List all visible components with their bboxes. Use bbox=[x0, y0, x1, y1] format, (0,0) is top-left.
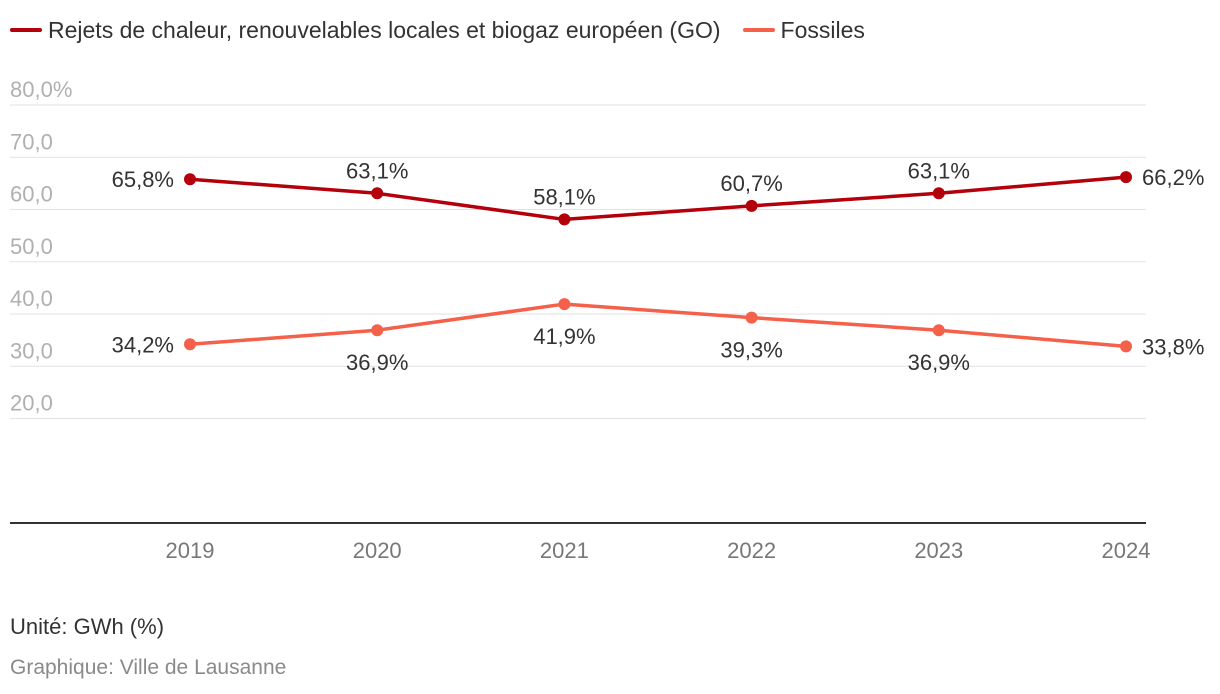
data-point bbox=[558, 298, 571, 311]
x-tick-label: 2021 bbox=[540, 538, 589, 563]
y-tick-label: 20,0 bbox=[10, 391, 53, 416]
data-label: 65,8% bbox=[112, 167, 174, 192]
y-tick-label: 30,0 bbox=[10, 338, 53, 363]
data-point bbox=[558, 213, 571, 226]
data-point bbox=[932, 187, 945, 200]
legend-label-fossiles: Fossiles bbox=[780, 16, 865, 43]
legend-label-renewables: Rejets de chaleur, renouvelables locales… bbox=[48, 16, 721, 43]
data-point bbox=[184, 338, 196, 351]
data-label: 36,9% bbox=[346, 350, 408, 375]
y-axis-ticks: 80,0% 70,0 60,0 50,0 40,0 30,0 20,0 bbox=[10, 77, 72, 416]
legend-swatch-fossiles bbox=[742, 28, 775, 32]
data-label: 34,2% bbox=[112, 332, 174, 357]
data-label: 58,1% bbox=[533, 184, 595, 209]
legend-item-fossiles: Fossiles bbox=[742, 16, 865, 44]
data-label: 66,2% bbox=[1142, 165, 1204, 190]
x-axis-ticks: 2019 2020 2021 2022 2023 2024 bbox=[166, 538, 1151, 563]
data-label: 41,9% bbox=[533, 324, 595, 349]
data-point bbox=[371, 187, 384, 200]
x-tick-label: 2024 bbox=[1102, 538, 1151, 563]
data-point bbox=[932, 324, 945, 337]
data-point bbox=[745, 311, 758, 324]
data-label: 63,1% bbox=[346, 158, 408, 183]
data-label: 33,8% bbox=[1142, 334, 1204, 359]
series-layer bbox=[184, 171, 1132, 353]
chart-credit: Graphique: Ville de Lausanne bbox=[10, 656, 287, 679]
data-label: 60,7% bbox=[720, 171, 782, 196]
chart-legend: Rejets de chaleur, renouvelables locales… bbox=[10, 14, 887, 46]
x-tick-label: 2023 bbox=[914, 538, 963, 563]
data-label: 36,9% bbox=[908, 350, 970, 375]
data-point bbox=[1120, 171, 1132, 184]
legend-item-renewables: Rejets de chaleur, renouvelables locales… bbox=[10, 17, 721, 44]
legend-swatch-renewables bbox=[10, 28, 42, 32]
y-tick-label: 70,0 bbox=[10, 129, 53, 154]
grid-layer bbox=[10, 104, 1146, 524]
x-tick-label: 2019 bbox=[166, 538, 215, 563]
y-tick-label: 50,0 bbox=[10, 234, 53, 259]
y-tick-label: 60,0 bbox=[10, 182, 53, 207]
series-line-0 bbox=[188, 175, 1128, 222]
x-tick-label: 2020 bbox=[353, 538, 402, 563]
data-point bbox=[371, 324, 384, 337]
y-tick-label: 80,0% bbox=[10, 77, 72, 102]
data-point bbox=[1120, 340, 1132, 353]
line-chart: 80,0%70,060,050,040,030,020,0 2019 2020 20… bbox=[10, 77, 1205, 563]
series-line-1 bbox=[188, 302, 1128, 349]
x-tick-label: 2022 bbox=[727, 538, 776, 563]
data-label: 63,1% bbox=[908, 158, 970, 183]
data-labels: 65,8% 63,1% 58,1% 60,7% 63,1% 66,2% 34,2% 36,9%… bbox=[112, 158, 1205, 375]
data-point bbox=[184, 173, 196, 186]
data-point bbox=[745, 199, 758, 212]
data-label: 39,3% bbox=[720, 338, 782, 363]
unit-note: Unité: GWh (%) bbox=[10, 614, 165, 639]
y-tick-label: 40,0 bbox=[10, 286, 53, 311]
